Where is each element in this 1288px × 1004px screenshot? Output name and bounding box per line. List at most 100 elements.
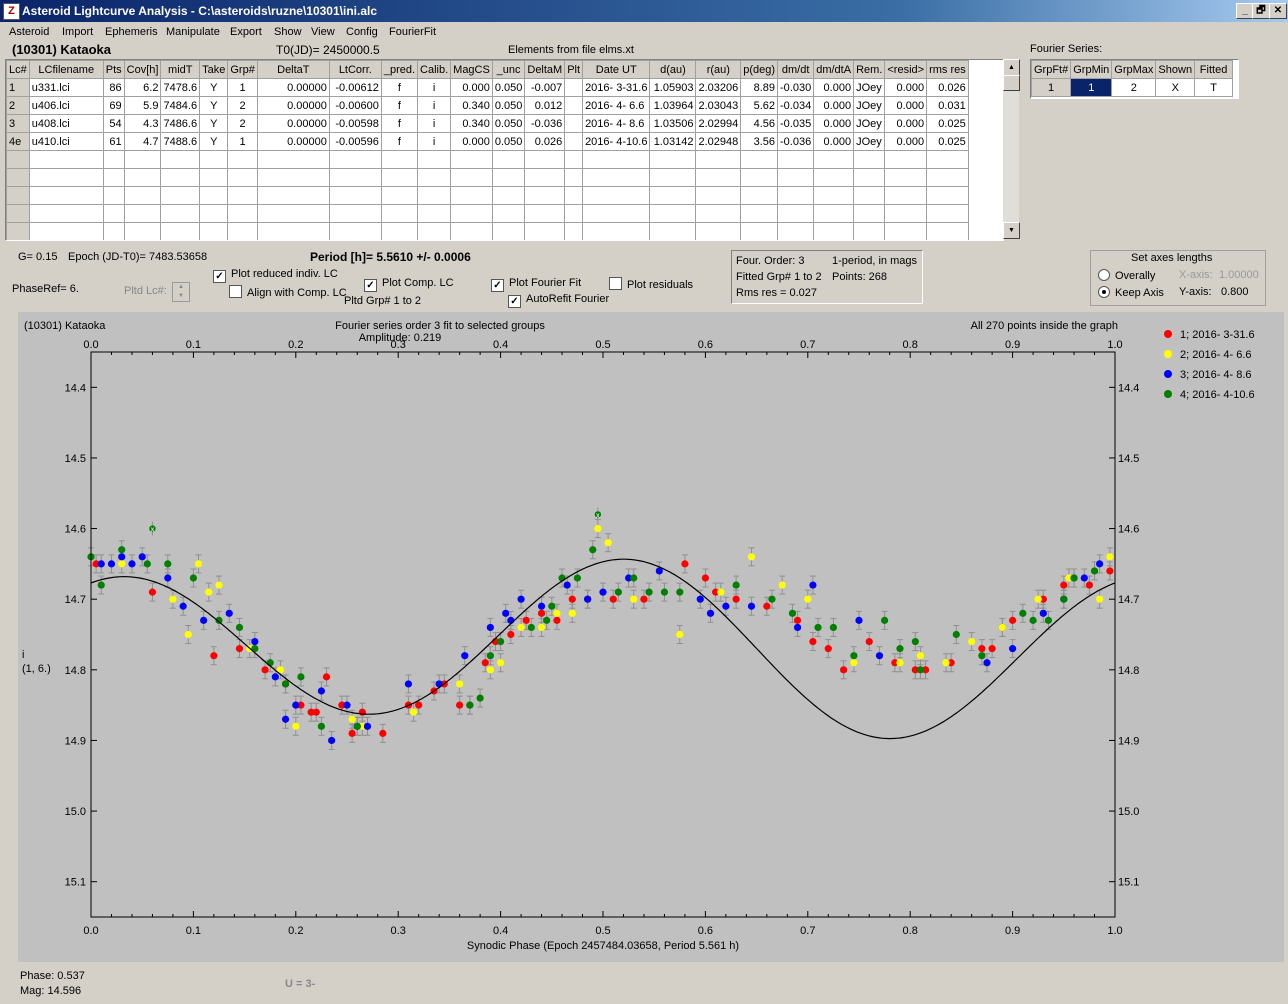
- table-cell[interactable]: [328, 222, 382, 240]
- table-cell[interactable]: 7484.6: [160, 96, 201, 115]
- lc-column-header[interactable]: p(deg): [740, 60, 779, 79]
- table-cell[interactable]: f: [380, 78, 419, 97]
- lc-column-header[interactable]: Calib.: [417, 60, 452, 79]
- table-cell[interactable]: f: [380, 96, 419, 115]
- table-cell[interactable]: JOey: [853, 132, 886, 151]
- table-cell[interactable]: [491, 150, 526, 169]
- table-cell[interactable]: [199, 222, 229, 240]
- lc-table-row[interactable]: 4e u410.lci 61 4.7 7488.6 Y 1 0.00000 -0.00596 f i…: [6, 132, 969, 151]
- lc-table-scrollbar[interactable]: ▲ ▼: [1003, 59, 1020, 239]
- table-cell[interactable]: -0.030: [777, 78, 815, 97]
- table-cell[interactable]: 0.00000: [256, 132, 330, 151]
- table-cell[interactable]: [778, 241, 814, 242]
- table-cell[interactable]: 7486.6: [160, 114, 201, 133]
- table-cell[interactable]: -0.00600: [328, 96, 382, 115]
- table-cell[interactable]: [450, 150, 493, 169]
- table-cell[interactable]: [418, 241, 451, 242]
- table-cell[interactable]: Y: [199, 96, 229, 115]
- lc-table-row[interactable]: 3 u408.lci 54 4.3 7486.6 Y 2 0.00000 -0.00598 f i 0…: [6, 114, 969, 133]
- table-cell[interactable]: [564, 222, 584, 240]
- table-cell[interactable]: 2016- 3-31.6: [582, 78, 651, 97]
- check-icon[interactable]: [609, 277, 622, 290]
- table-cell[interactable]: [525, 241, 565, 242]
- table-cell[interactable]: 5.62: [740, 96, 779, 115]
- table-cell[interactable]: [6, 150, 30, 169]
- table-cell[interactable]: [228, 241, 257, 242]
- table-cell[interactable]: 4.3: [123, 114, 162, 133]
- table-cell[interactable]: 2016- 4- 8.6: [582, 114, 651, 133]
- table-cell[interactable]: [564, 96, 584, 115]
- table-cell[interactable]: [777, 168, 815, 187]
- lc-table-empty-row[interactable]: [6, 186, 969, 205]
- table-cell[interactable]: i: [417, 96, 452, 115]
- table-cell[interactable]: 0.050: [491, 114, 526, 133]
- fourier-column-header[interactable]: Shown: [1155, 60, 1196, 79]
- table-cell[interactable]: [450, 222, 493, 240]
- table-cell[interactable]: 0.340: [450, 96, 493, 115]
- table-cell[interactable]: [102, 222, 125, 240]
- table-cell[interactable]: -0.00596: [328, 132, 382, 151]
- table-cell[interactable]: 1: [227, 132, 258, 151]
- table-cell[interactable]: [28, 222, 104, 240]
- table-cell[interactable]: 0.000: [813, 114, 855, 133]
- table-cell[interactable]: [884, 204, 928, 223]
- table-cell[interactable]: [256, 222, 330, 240]
- table-cell[interactable]: 1: [1031, 78, 1072, 97]
- table-cell[interactable]: 2.03043: [695, 96, 742, 115]
- table-cell[interactable]: [740, 222, 779, 240]
- table-cell[interactable]: [102, 186, 125, 205]
- table-cell[interactable]: [450, 204, 493, 223]
- table-cell[interactable]: [740, 150, 779, 169]
- lc-table-empty-row[interactable]: [6, 150, 969, 169]
- lc-column-header[interactable]: DeltaM: [524, 60, 566, 79]
- table-cell[interactable]: [491, 204, 526, 223]
- table-cell[interactable]: [160, 150, 201, 169]
- lc-column-header[interactable]: _pred.: [380, 60, 419, 79]
- table-cell[interactable]: i: [417, 114, 452, 133]
- table-cell[interactable]: [491, 222, 526, 240]
- table-cell[interactable]: [740, 186, 779, 205]
- table-cell[interactable]: 0.000: [884, 132, 928, 151]
- table-cell[interactable]: [102, 204, 125, 223]
- table-cell[interactable]: [124, 241, 161, 242]
- table-cell[interactable]: 0.050: [491, 78, 526, 97]
- table-cell[interactable]: [564, 132, 584, 151]
- table-cell[interactable]: JOey: [853, 78, 886, 97]
- table-cell[interactable]: [123, 222, 162, 240]
- row-header[interactable]: 2: [6, 96, 30, 115]
- table-cell[interactable]: 7488.6: [160, 132, 201, 151]
- table-cell[interactable]: [740, 168, 779, 187]
- table-cell[interactable]: 1.03142: [649, 132, 697, 151]
- table-cell[interactable]: [926, 168, 969, 187]
- table-cell[interactable]: [649, 222, 697, 240]
- table-cell[interactable]: [853, 150, 886, 169]
- table-cell[interactable]: 0.050: [491, 96, 526, 115]
- table-cell[interactable]: [160, 168, 201, 187]
- table-cell[interactable]: [28, 186, 104, 205]
- table-cell[interactable]: 0.026: [524, 132, 566, 151]
- radio-icon[interactable]: [1098, 269, 1110, 281]
- lc-column-header[interactable]: LtCorr.: [328, 60, 382, 79]
- table-cell[interactable]: [257, 241, 329, 242]
- lc-column-header[interactable]: r(au): [695, 60, 742, 79]
- fourier-column-header[interactable]: GrpFt#: [1031, 60, 1072, 79]
- table-cell[interactable]: 6.2: [123, 78, 162, 97]
- table-cell[interactable]: [649, 168, 697, 187]
- table-cell[interactable]: X: [1155, 78, 1196, 97]
- table-cell[interactable]: 2: [1111, 78, 1157, 97]
- table-cell[interactable]: [160, 186, 201, 205]
- fourier-column-header[interactable]: Fitted: [1194, 60, 1234, 79]
- lc-column-header[interactable]: rms res: [926, 60, 969, 79]
- table-cell[interactable]: 69: [102, 96, 125, 115]
- table-cell[interactable]: [160, 222, 201, 240]
- plot-residuals-checkbox[interactable]: Plot residuals: [609, 277, 693, 291]
- lc-table-empty-row[interactable]: [6, 168, 969, 187]
- table-cell[interactable]: [28, 168, 104, 187]
- table-cell[interactable]: 0.000: [450, 132, 493, 151]
- table-cell[interactable]: [884, 186, 928, 205]
- lc-column-header[interactable]: midT: [160, 60, 201, 79]
- table-cell[interactable]: 0.000: [884, 96, 928, 115]
- table-cell[interactable]: -0.00598: [328, 114, 382, 133]
- table-cell[interactable]: -0.036: [777, 132, 815, 151]
